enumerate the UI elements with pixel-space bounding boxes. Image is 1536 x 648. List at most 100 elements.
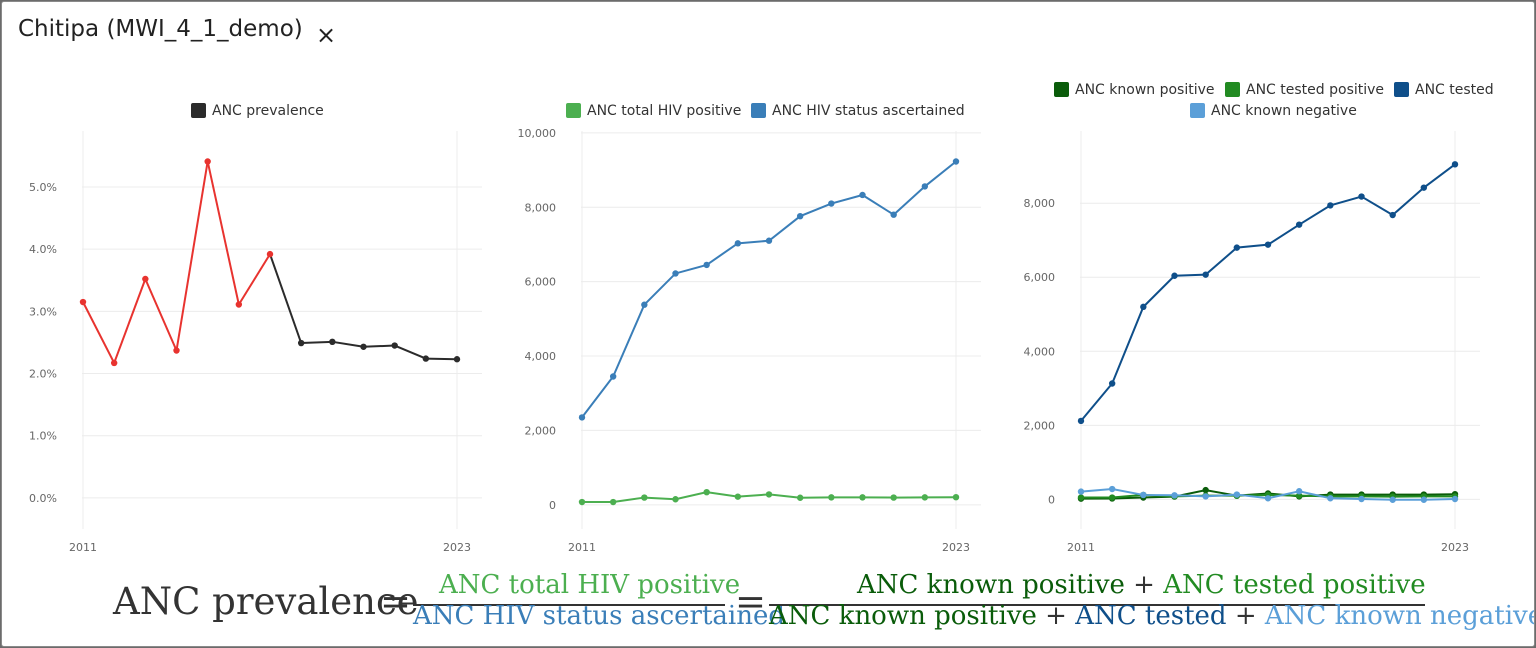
frac2-den-known-negative: ANC known negative (1264, 601, 1535, 631)
frac2-denominator: ANC known positive + ANC tested + ANC kn… (769, 601, 1535, 631)
frac1-bar (413, 604, 725, 606)
anc-hiv-status-ascertained-point (890, 211, 897, 218)
frac1-numerator: ANC total HIV positive (439, 570, 741, 600)
anc-hiv-status-ascertained-line (581, 160, 957, 419)
anc-prevalence-point (142, 275, 149, 283)
anc-prevalence-segment (175, 161, 209, 351)
anc-tested-positive-point (1295, 492, 1303, 499)
frac2-num-tested-positive: ANC tested positive (1163, 570, 1426, 600)
formula-equals-2: = (735, 580, 767, 623)
legend-swatch-anc-known-negative (1190, 103, 1205, 118)
anc-tested-positive-point (1077, 494, 1085, 501)
anc-known-negative-point (1295, 488, 1303, 495)
anc-prevalence-point (235, 301, 243, 308)
anc-hiv-status-ascertained-point (578, 414, 586, 421)
formula-equals-1: = (380, 580, 412, 623)
close-icon[interactable]: × (315, 21, 337, 49)
frac2-bar (769, 604, 1425, 606)
frac2-num-known-positive: ANC known positive (857, 570, 1125, 600)
anc-tested-point (1327, 202, 1334, 209)
anc-total-hiv-positive-point (578, 498, 586, 506)
legend-label-anc-hiv-status-ascertained: ANC HIV status ascertained (772, 103, 965, 119)
anc-tested-point (1389, 211, 1396, 219)
legend-swatch-anc-total-hiv-positive (566, 103, 581, 118)
anc-known-negative-point (1171, 492, 1178, 499)
legend-swatch-anc-tested-positive (1225, 82, 1240, 97)
y-tick-label: 2,000 (1024, 419, 1056, 432)
frac2-den-plus-1: + (1045, 601, 1067, 631)
anc-known-negative-point (1420, 496, 1428, 503)
anc-hiv-status-ascertained-point (672, 270, 679, 277)
anc-prevalence-segment (269, 253, 303, 344)
frac2-den-known-positive: ANC known positive (769, 601, 1037, 631)
chart-anc-positive-vs-ascertained: 2011 2023 0 2,000 4,000 6,000 8,000 10,000 ANC t… (518, 103, 981, 554)
y-tick-label: 10,000 (518, 127, 557, 140)
frac2-den-plus-2: + (1234, 601, 1257, 631)
anc-prevalence-point (453, 356, 461, 363)
formula-lhs: ANC prevalence (113, 580, 419, 623)
anc-total-hiv-positive-point (734, 493, 742, 500)
anc-prevalence-point (422, 355, 430, 362)
y-tick-label: 4.0% (29, 243, 57, 256)
anc-tested-point (1233, 244, 1241, 251)
anc-total-hiv-positive-point (796, 494, 804, 501)
anc-hiv-status-ascertained-point (734, 240, 742, 247)
y-tick-label: 8,000 (1024, 197, 1056, 210)
anc-total-hiv-positive-point (641, 494, 648, 501)
x-tick-label: 2011 (69, 541, 97, 554)
y-tick-label: 2,000 (525, 424, 557, 437)
anc-total-hiv-positive-point (765, 491, 773, 498)
anc-tested-point (1358, 193, 1365, 200)
x-tick-label: 2011 (1067, 541, 1095, 554)
anc-prevalence-segment (206, 161, 240, 305)
anc-hiv-status-ascertained-point (703, 261, 710, 269)
anc-known-negative-point (1140, 491, 1147, 499)
anc-tested-point (1140, 303, 1147, 311)
y-tick-label: 4,000 (525, 350, 557, 363)
y-tick-label: 0 (549, 499, 556, 512)
anc-prevalence-point (110, 359, 118, 367)
anc-known-negative-point (1264, 495, 1272, 502)
anc-prevalence-point (173, 347, 180, 354)
anc-total-hiv-positive-point (890, 494, 897, 501)
anc-hiv-status-ascertained-point (828, 200, 835, 207)
anc-known-negative-point (1202, 493, 1209, 500)
legend-swatch-anc-hiv-status-ascertained (751, 103, 766, 118)
frac1-denominator: ANC HIV status ascertained (413, 601, 786, 631)
frac2-num-plus: + (1133, 570, 1155, 600)
y-tick-label: 6,000 (525, 276, 557, 289)
anc-tested-point (1077, 417, 1085, 425)
y-tick-label: 6,000 (1024, 271, 1056, 284)
anc-known-negative-point (1327, 495, 1334, 502)
legend-swatch-anc-tested (1394, 82, 1409, 97)
legend-label-anc-tested-positive: ANC tested positive (1246, 82, 1384, 98)
y-tick-label: 0.0% (29, 492, 57, 505)
y-tick-label: 3.0% (29, 305, 57, 318)
anc-total-hiv-positive-point (859, 494, 866, 501)
anc-hiv-status-ascertained-point (796, 212, 804, 220)
legend-label-anc-prevalence: ANC prevalence (212, 103, 324, 119)
x-tick-label: 2023 (942, 541, 970, 554)
anc-prevalence-point (360, 343, 367, 350)
anc-hiv-status-ascertained-point (609, 373, 617, 380)
anc-prevalence-point (266, 250, 274, 258)
x-tick-label: 2023 (443, 541, 471, 554)
anc-prevalence-segment (82, 301, 116, 364)
anc-total-hiv-positive-point (921, 494, 929, 501)
anc-total-hiv-positive-point (952, 493, 960, 501)
anc-prevalence-point (329, 338, 336, 346)
frac2-numerator: ANC known positive + ANC tested positive (857, 570, 1426, 600)
anc-total-hiv-positive-point (703, 488, 710, 496)
modal-title: Chitipa (MWI_4_1_demo) (18, 16, 303, 42)
anc-tested-point (1420, 184, 1428, 191)
chart-anc-prevalence: 2011 2023 0.0% 1.0% 2.0% 3.0% 4.0% 5.0% ANC prev… (29, 103, 482, 554)
anc-prevalence-point (391, 342, 398, 349)
charts-area: 2011 2023 0.0% 1.0% 2.0% 3.0% 4.0% 5.0% ANC prev… (29, 82, 1494, 554)
anc-tested-point (1264, 241, 1272, 248)
anc-total-hiv-positive-point (828, 494, 835, 501)
y-tick-label: 8,000 (525, 201, 557, 214)
anc-hiv-status-ascertained-point (765, 237, 773, 244)
legend-swatch-anc-prevalence (191, 103, 206, 118)
anc-tested-point (1295, 221, 1303, 228)
anc-prevalence-segment (237, 253, 271, 306)
